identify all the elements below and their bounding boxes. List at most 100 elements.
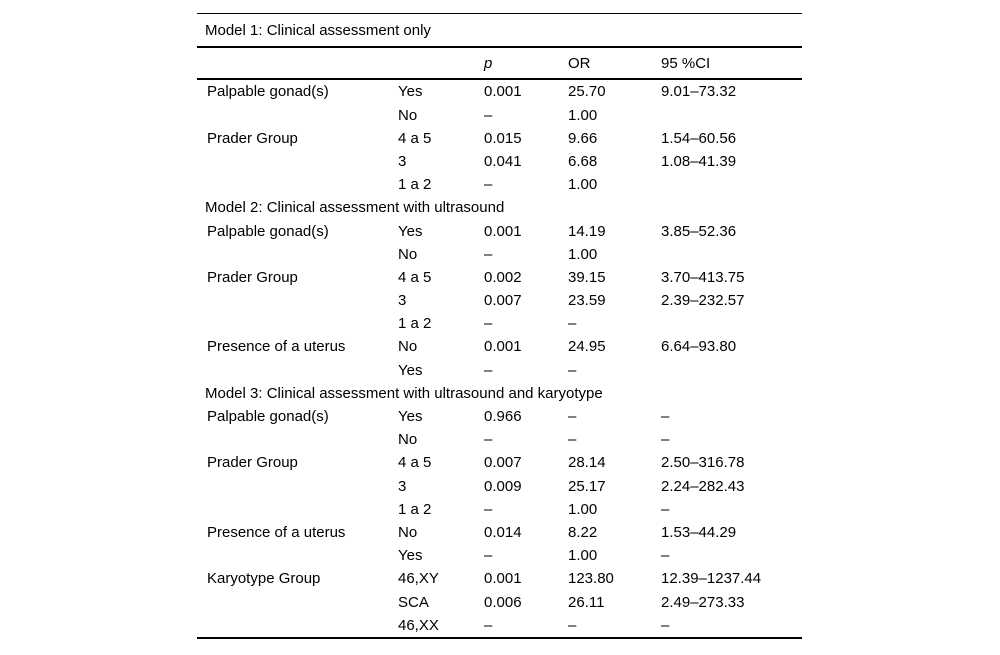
cell-label: Presence of a uterus xyxy=(207,338,346,356)
cell-or: 39.15 xyxy=(568,268,606,286)
cell-or: 1.00 xyxy=(568,245,598,263)
table-row: Yes – – xyxy=(197,359,802,382)
cell-level: No xyxy=(398,106,418,124)
cell-p: 0.041 xyxy=(484,152,522,170)
cell-label: Palpable gonad(s) xyxy=(207,408,329,426)
cell-ci: 9.01–73.32 xyxy=(661,83,737,101)
table-row: Prader Group 4 a 5 0.007 28.14 2.50–316.78 xyxy=(197,451,802,474)
table-row: 3 0.041 6.68 1.08–41.39 xyxy=(197,150,802,173)
cell-ci: 1.08–41.39 xyxy=(661,152,737,170)
cell-level: Yes xyxy=(398,361,423,379)
cell-level: No xyxy=(398,338,418,356)
header-rule xyxy=(197,78,802,81)
cell-or: 123.80 xyxy=(568,570,614,588)
table-row: 1 a 2 – 1.00 – xyxy=(197,498,802,521)
cell-or: – xyxy=(568,616,577,634)
top-rule xyxy=(197,13,802,15)
cell-level: Yes xyxy=(398,83,423,101)
cell-p: – xyxy=(484,361,493,379)
regression-table: Model 1: Clinical assessment only p OR 9… xyxy=(197,13,802,639)
cell-ci: 2.49–273.33 xyxy=(661,593,745,611)
cell-label: Karyotype Group xyxy=(207,570,321,588)
col-header-ci: 95 %CI xyxy=(661,54,711,72)
cell-p: 0.007 xyxy=(484,292,522,310)
cell-or: 25.17 xyxy=(568,477,606,495)
cell-or: – xyxy=(568,431,577,449)
cell-level: 3 xyxy=(398,292,407,310)
cell-or: 24.95 xyxy=(568,338,606,356)
cell-or: 1.00 xyxy=(568,106,598,124)
cell-p: 0.007 xyxy=(484,454,522,472)
cell-ci: 2.39–232.57 xyxy=(661,292,745,310)
cell-p: 0.009 xyxy=(484,477,522,495)
cell-p: 0.006 xyxy=(484,593,522,611)
cell-ci: 12.39–1237.44 xyxy=(661,570,762,588)
cell-level: 4 a 5 xyxy=(398,454,432,472)
table-row: Presence of a uterus No 0.014 8.22 1.53–44.2… xyxy=(197,521,802,544)
cell-p: 0.015 xyxy=(484,129,522,147)
cell-level: No xyxy=(398,523,418,541)
cell-p: 0.001 xyxy=(484,222,522,240)
cell-p: – xyxy=(484,547,493,565)
cell-or: 25.70 xyxy=(568,83,606,101)
cell-or: 6.68 xyxy=(568,152,598,170)
table-row: Prader Group 4 a 5 0.002 39.15 3.70–413.75 xyxy=(197,266,802,289)
section-title: Model 3: Clinical assessment with ultras… xyxy=(205,384,603,402)
table-row: No – – – xyxy=(197,428,802,451)
cell-label: Palpable gonad(s) xyxy=(207,222,329,240)
cell-p: – xyxy=(484,176,493,194)
section-title: Model 2: Clinical assessment with ultras… xyxy=(205,199,505,217)
title-rule xyxy=(197,46,802,49)
cell-ci: – xyxy=(661,547,670,565)
cell-p: 0.002 xyxy=(484,268,522,286)
cell-level: 4 a 5 xyxy=(398,129,432,147)
cell-level: 1 a 2 xyxy=(398,176,432,194)
cell-or: 9.66 xyxy=(568,129,598,147)
cell-label: Prader Group xyxy=(207,268,298,286)
cell-level: SCA xyxy=(398,593,429,611)
cell-level: Yes xyxy=(398,547,423,565)
cell-or: – xyxy=(568,361,577,379)
cell-level: 1 a 2 xyxy=(398,500,432,518)
cell-label: Presence of a uterus xyxy=(207,523,346,541)
table-row: No – 1.00 xyxy=(197,243,802,266)
cell-p: – xyxy=(484,500,493,518)
cell-p: – xyxy=(484,315,493,333)
table-row: Prader Group 4 a 5 0.015 9.66 1.54–60.56 xyxy=(197,127,802,150)
cell-or: – xyxy=(568,408,577,426)
cell-level: Yes xyxy=(398,408,423,426)
cell-ci: – xyxy=(661,408,670,426)
cell-label: Prader Group xyxy=(207,454,298,472)
column-header-row: p OR 95 %CI xyxy=(197,48,802,78)
cell-or: 28.14 xyxy=(568,454,606,472)
cell-p: 0.014 xyxy=(484,523,522,541)
table-row: Karyotype Group 46,XY 0.001 123.80 12.39–123… xyxy=(197,567,802,590)
table-row: 1 a 2 – 1.00 xyxy=(197,173,802,196)
cell-ci: 2.24–282.43 xyxy=(661,477,745,495)
table-row: 3 0.007 23.59 2.39–232.57 xyxy=(197,289,802,312)
cell-ci: 1.53–44.29 xyxy=(661,523,737,541)
col-header-or: OR xyxy=(568,54,591,72)
cell-level: 3 xyxy=(398,477,407,495)
cell-ci: 1.54–60.56 xyxy=(661,129,737,147)
cell-p: – xyxy=(484,431,493,449)
cell-ci: 3.85–52.36 xyxy=(661,222,737,240)
bottom-rule xyxy=(197,636,802,639)
cell-p: – xyxy=(484,616,493,634)
table-row: Palpable gonad(s) Yes 0.001 25.70 9.01–73.32 xyxy=(197,80,802,103)
cell-level: 46,XX xyxy=(398,616,439,634)
cell-ci: – xyxy=(661,431,670,449)
col-header-p: p xyxy=(484,54,493,72)
cell-or: 1.00 xyxy=(568,176,598,194)
cell-level: 4 a 5 xyxy=(398,268,432,286)
table-row: 3 0.009 25.17 2.24–282.43 xyxy=(197,474,802,497)
cell-label: Prader Group xyxy=(207,129,298,147)
cell-or: 23.59 xyxy=(568,292,606,310)
cell-p: 0.001 xyxy=(484,338,522,356)
cell-or: 14.19 xyxy=(568,222,606,240)
cell-p: – xyxy=(484,245,493,263)
cell-level: 1 a 2 xyxy=(398,315,432,333)
cell-level: 46,XY xyxy=(398,570,439,588)
cell-or: 1.00 xyxy=(568,500,598,518)
